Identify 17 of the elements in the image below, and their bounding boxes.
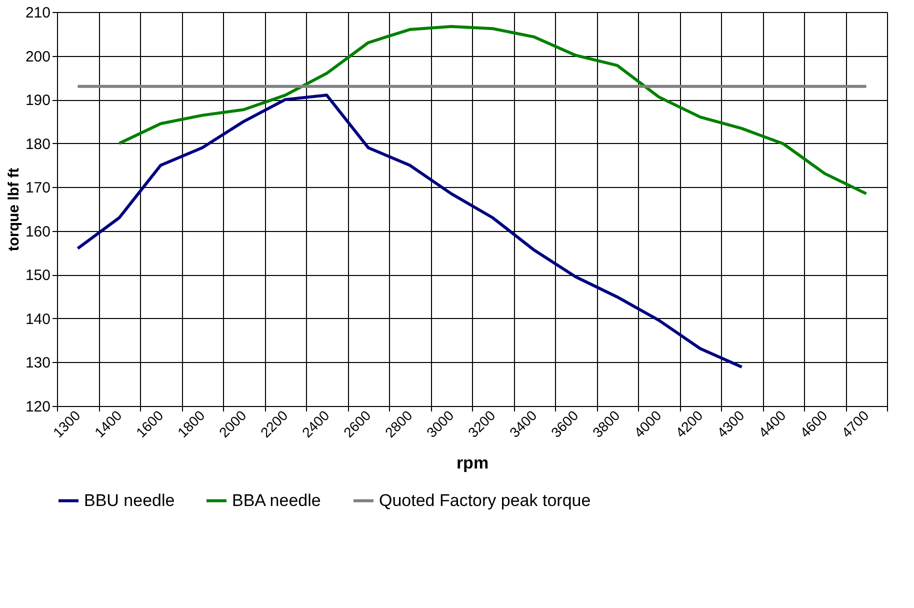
y-tick-label: 170 (25, 180, 50, 197)
y-tick-label: 150 (25, 267, 50, 284)
legend-label: BBU needle (84, 490, 175, 510)
legend-label: BBA needle (232, 490, 321, 510)
y-tick-label: 130 (25, 354, 50, 372)
y-tick-label: 190 (25, 92, 50, 110)
y-tick-label: 160 (25, 223, 50, 240)
legend-label: Quoted Factory peak torque (379, 490, 591, 510)
y-axis-title: torque lbf ft (5, 168, 22, 252)
line-series (76, 94, 744, 369)
y-tick-label: 120 (25, 398, 50, 416)
y-tick-label: 140 (25, 310, 50, 328)
x-axis-title: rpm (456, 453, 489, 472)
line-series (118, 24, 868, 196)
y-tick-label: 180 (25, 136, 50, 153)
y-tick-label: 200 (25, 48, 50, 66)
y-tick-label: 210 (25, 4, 50, 22)
